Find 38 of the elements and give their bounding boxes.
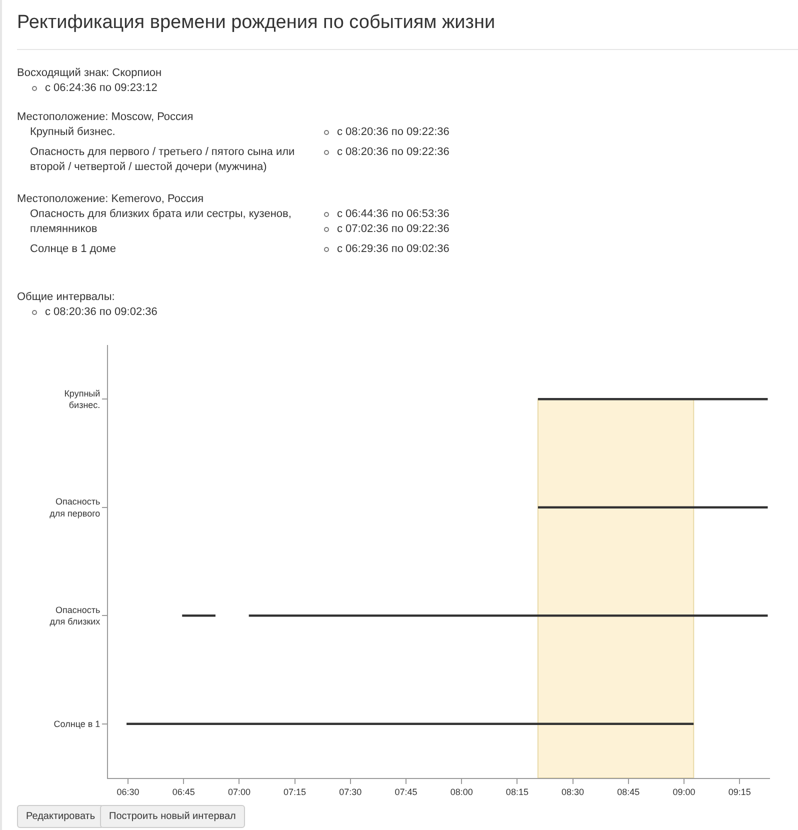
y-tick-label: Опасность для близких [50, 604, 101, 627]
y-tick-label: Опасность для первого [50, 496, 101, 518]
text: Солнце в 1 доме [30, 243, 116, 255]
text: с 06:24:36 по 09:23:12 [45, 82, 158, 94]
x-tick-label: 06:30 [116, 786, 140, 797]
bar [248, 614, 768, 617]
x-tick-label: 07:00 [228, 786, 250, 797]
chart-title: Ректификация времени рождения по событиям жизни [17, 12, 496, 34]
x-tick-label: 08:00 [450, 786, 473, 797]
text: Построить новый интервал [109, 811, 236, 822]
text: Местоположение: Moscow, Россия [17, 111, 194, 123]
x-tick-label: 07:45 [394, 786, 418, 797]
y-tick-label: Крупный бизнес. [64, 388, 100, 410]
text: с 08:20:36 по 09:22:36 [337, 146, 450, 158]
text: Восходящий знак: Скорпион [17, 67, 162, 79]
text: с 06:29:36 по 09:02:36 [337, 243, 450, 255]
bar [538, 398, 768, 400]
x-tick-label: 09:15 [728, 786, 751, 797]
text: Местоположение: Kemerovo, Россия [17, 193, 204, 205]
text: Опасность для первого / третьего / пятого сына или второй / четвертой / шестой дочери (мужчина) [30, 146, 295, 173]
bar [538, 506, 768, 508]
text: с 08:20:36 по 09:02:36 [45, 306, 158, 318]
text: Общие интервалы: [17, 291, 115, 303]
x-tick-label: 07:15 [284, 786, 306, 797]
x-tick-label: 07:30 [339, 786, 362, 797]
x-tick-label: 09:00 [672, 786, 696, 797]
bar [126, 722, 694, 725]
bar [182, 614, 216, 617]
text: с 06:44:36 по 06:53:36 [337, 208, 450, 220]
x-tick-label: 08:45 [617, 786, 640, 797]
text: Опасность для близких брата или сестры, кузенов, племянников [30, 208, 292, 235]
x-tick-label: 06:45 [172, 786, 195, 797]
text: с 07:02:36 по 09:22:36 [337, 223, 450, 235]
y-tick-label: Солнце в 1 [54, 719, 100, 730]
x-tick-label: 08:15 [506, 786, 528, 797]
x-tick-label: 08:30 [562, 786, 584, 797]
text: Редактировать [26, 811, 96, 822]
text: с 08:20:36 по 09:22:36 [337, 126, 450, 138]
